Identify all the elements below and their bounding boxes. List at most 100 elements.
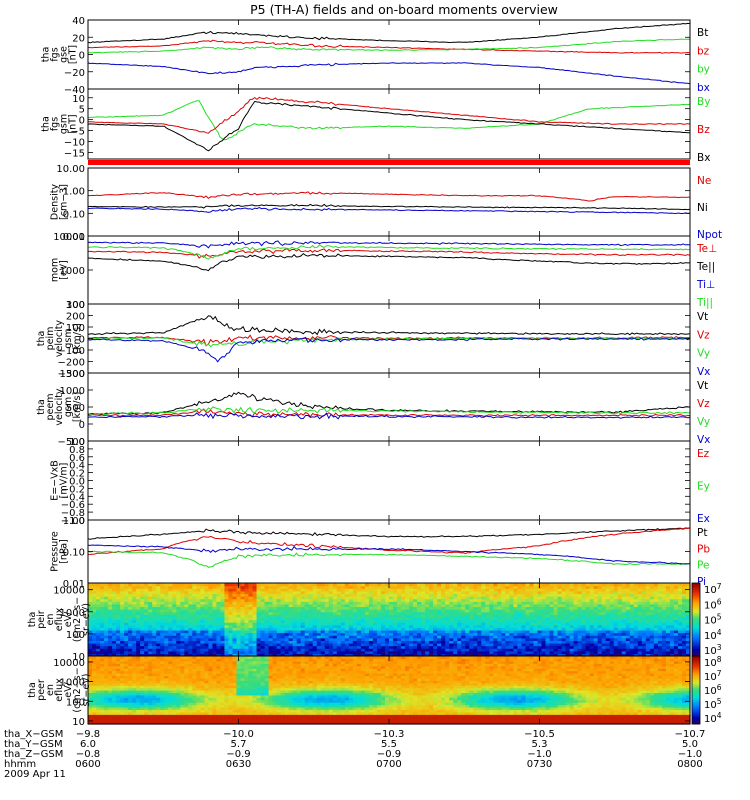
spectrogram-cell <box>148 694 153 698</box>
spectrogram-cell <box>144 716 149 720</box>
spectrogram-cell <box>128 645 133 649</box>
spectrogram-cell <box>549 640 555 644</box>
spectrogram-cell <box>284 585 290 589</box>
spectrogram-cell <box>669 601 675 605</box>
spectrogram-cell <box>116 635 121 639</box>
spectrogram-cell <box>140 601 145 605</box>
spectrogram-cell <box>605 650 611 654</box>
spectrogram-cell <box>380 642 386 647</box>
spectrogram-cell <box>360 624 366 628</box>
spectrogram-cell <box>156 709 161 713</box>
spectrogram-cell <box>100 583 105 587</box>
spectrogram-cell <box>505 650 510 654</box>
spectrogram-cell <box>437 616 442 621</box>
spectrogram-cell <box>228 585 234 589</box>
spectrogram-cell <box>272 593 278 597</box>
spectrogram-cell <box>477 645 482 649</box>
spectrogram-cell <box>561 593 567 597</box>
spectrogram-cell <box>304 645 310 649</box>
spectrogram-cell <box>397 609 402 613</box>
spectrogram-cell <box>409 616 414 621</box>
spectrogram-cell <box>401 648 406 652</box>
spectrogram-cell <box>224 637 230 641</box>
spectrogram-cell <box>140 694 145 698</box>
spectrogram-cell <box>409 585 414 589</box>
spectrogram-cell <box>128 680 133 684</box>
spectrogram-cell <box>124 699 129 703</box>
spectrogram-cell <box>148 675 153 679</box>
spectrogram-cell <box>609 645 615 649</box>
spectrogram-cell <box>352 601 358 605</box>
spectrogram-cell <box>485 609 490 613</box>
spectrogram-cell <box>356 588 362 592</box>
spectrogram-cell <box>128 614 133 618</box>
spectrogram-cell <box>352 650 358 654</box>
spectrogram-cell <box>673 637 679 641</box>
spectrogram-cell <box>545 609 551 613</box>
spectrogram-cell <box>204 622 209 626</box>
spectrogram-cell <box>288 619 294 623</box>
spectrogram-cell <box>384 614 390 618</box>
spectrogram-cell <box>332 616 338 621</box>
spectrogram-cell <box>485 596 490 600</box>
spectrogram-cell <box>156 642 161 647</box>
spectrogram-cell <box>376 629 382 634</box>
spectrogram-cell <box>497 611 502 615</box>
spectrogram-cell <box>649 616 655 621</box>
spectrogram-cell <box>669 588 675 592</box>
spectrogram-cell <box>184 609 189 613</box>
spectrogram-cell <box>124 606 129 610</box>
spectrogram-cell <box>196 627 201 631</box>
spectrogram-cell <box>244 596 250 600</box>
spectrogram-cell <box>176 616 181 621</box>
spectrogram-cell <box>425 637 430 641</box>
spectrogram-cell <box>429 640 434 644</box>
spectrogram-cell <box>473 596 478 600</box>
spectrogram-cell <box>132 687 137 691</box>
spectrogram-cell <box>280 624 286 628</box>
spectrogram-cell <box>541 650 547 654</box>
spectrogram-cell <box>677 619 683 623</box>
spectrogram-cell <box>477 637 482 641</box>
spectrogram-cell <box>272 598 278 602</box>
spectrogram-cell <box>489 596 494 600</box>
colorbar-segment <box>692 632 700 635</box>
spectrogram-cell <box>148 609 153 613</box>
spectrogram-cell <box>661 590 667 595</box>
spectrogram-cell <box>545 624 551 628</box>
spectrogram-cell <box>441 642 446 647</box>
spectrogram-cell <box>641 635 647 639</box>
spectrogram-cell <box>144 690 149 694</box>
spectrogram-cell <box>164 616 169 621</box>
spectrogram-cell <box>380 619 386 623</box>
spectrogram-cell <box>525 622 531 626</box>
spectrogram-cell <box>340 611 346 615</box>
spectrogram-cell <box>284 583 290 587</box>
spectrogram-cell <box>501 598 506 602</box>
spectrogram-cell <box>88 714 93 718</box>
spectrogram-cell <box>433 611 438 615</box>
spectrogram-cell <box>128 624 133 628</box>
spectrogram-cell <box>525 650 531 654</box>
spectrogram-cell <box>417 616 422 621</box>
y-axis-label: fgs <box>50 117 61 131</box>
y-axis-label: mom <box>50 258 61 282</box>
spectrogram-cell <box>356 606 362 610</box>
spectrogram-cell <box>513 640 519 644</box>
spectrogram-cell <box>557 590 563 595</box>
panel-frame <box>87 372 691 442</box>
spectrogram-cell <box>437 598 442 602</box>
spectrogram-cell <box>120 660 125 664</box>
spectrogram-cell <box>96 677 101 681</box>
spectrogram-cell <box>236 629 242 634</box>
spectrogram-cell <box>120 632 125 636</box>
spectrogram-cell <box>529 629 535 634</box>
spectrogram-cell <box>312 609 318 613</box>
spectrogram-cell <box>372 637 378 641</box>
spectrogram-cell <box>200 619 205 623</box>
spectrogram-cell <box>569 603 575 608</box>
y-axis-label: [mV/m] <box>59 463 70 499</box>
spectrogram-cell <box>224 616 230 621</box>
spectrogram-cell <box>168 619 173 623</box>
spectrogram-cell <box>557 642 563 647</box>
